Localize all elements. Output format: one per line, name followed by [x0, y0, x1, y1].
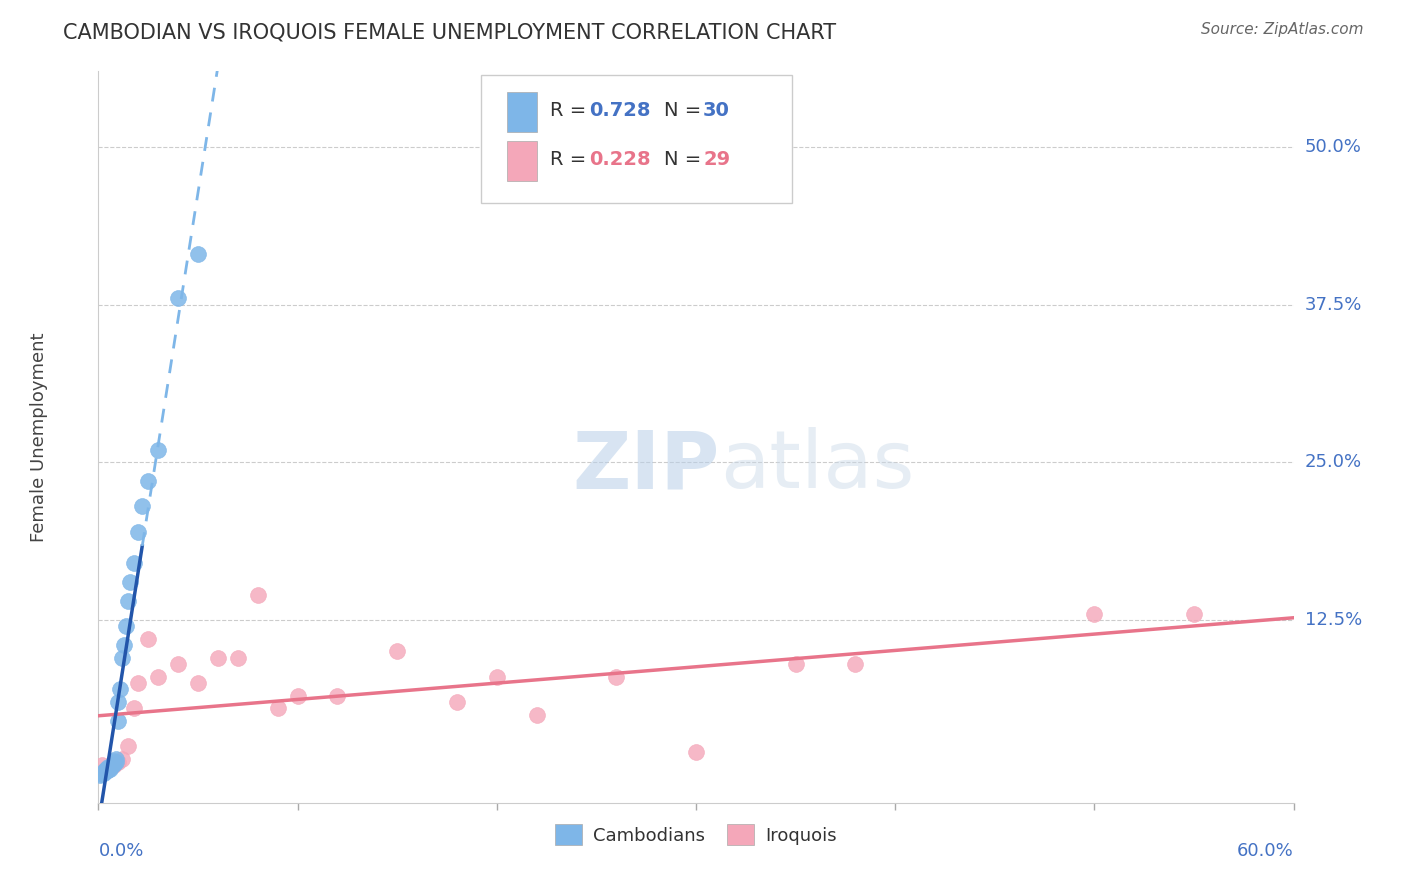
Point — [93, 765, 115, 780]
Point — [127, 524, 149, 539]
Text: N =: N = — [664, 101, 707, 120]
Point — [1182, 607, 1205, 621]
Text: 30: 30 — [703, 101, 730, 120]
Point — [105, 756, 128, 770]
Point — [226, 650, 249, 665]
Point — [326, 689, 349, 703]
Point — [385, 644, 409, 658]
Point — [96, 764, 118, 779]
Point — [98, 760, 122, 774]
Text: 37.5%: 37.5% — [1305, 295, 1362, 314]
Point — [105, 752, 128, 766]
Point — [112, 638, 135, 652]
Point — [124, 701, 146, 715]
Point — [111, 752, 134, 766]
Text: 60.0%: 60.0% — [1237, 842, 1294, 860]
Point — [136, 474, 159, 488]
Point — [1083, 607, 1105, 621]
Text: 25.0%: 25.0% — [1305, 453, 1362, 471]
Text: 0.0%: 0.0% — [98, 842, 143, 860]
Point — [131, 500, 153, 514]
Point — [148, 670, 170, 684]
Point — [246, 588, 269, 602]
Point — [97, 760, 120, 774]
Point — [107, 714, 129, 728]
Text: R =: R = — [550, 101, 593, 120]
Text: Female Unemployment: Female Unemployment — [30, 333, 48, 541]
Point — [97, 763, 120, 777]
Point — [124, 556, 146, 570]
Point — [120, 575, 142, 590]
Point — [98, 762, 122, 776]
Text: 12.5%: 12.5% — [1305, 611, 1362, 629]
Point — [844, 657, 866, 671]
Point — [207, 650, 229, 665]
Point — [127, 676, 149, 690]
Point — [136, 632, 159, 646]
Point — [605, 670, 627, 684]
Point — [93, 764, 115, 779]
Text: 0.728: 0.728 — [589, 101, 651, 120]
Point — [148, 442, 170, 457]
FancyBboxPatch shape — [481, 75, 792, 203]
Point — [103, 756, 125, 771]
Point — [101, 759, 124, 773]
Text: ZIP: ZIP — [572, 427, 720, 506]
Point — [267, 701, 290, 715]
Text: 50.0%: 50.0% — [1305, 138, 1361, 156]
Point — [117, 739, 139, 753]
Point — [785, 657, 807, 671]
Point — [96, 762, 118, 776]
Point — [117, 594, 139, 608]
Text: atlas: atlas — [720, 427, 914, 506]
Point — [103, 758, 125, 772]
Point — [91, 766, 114, 780]
Point — [287, 689, 309, 703]
Point — [167, 291, 190, 305]
Text: Source: ZipAtlas.com: Source: ZipAtlas.com — [1201, 22, 1364, 37]
Point — [110, 682, 132, 697]
Legend: Cambodians, Iroquois: Cambodians, Iroquois — [548, 817, 844, 852]
Point — [526, 707, 548, 722]
Text: CAMBODIAN VS IROQUOIS FEMALE UNEMPLOYMENT CORRELATION CHART: CAMBODIAN VS IROQUOIS FEMALE UNEMPLOYMEN… — [63, 22, 837, 42]
Text: 0.228: 0.228 — [589, 150, 651, 169]
Point — [89, 768, 111, 782]
Point — [685, 745, 707, 759]
Point — [111, 650, 134, 665]
Point — [187, 676, 209, 690]
Point — [107, 695, 129, 709]
Point — [96, 764, 118, 779]
Point — [167, 657, 190, 671]
FancyBboxPatch shape — [508, 92, 537, 132]
Point — [115, 619, 138, 633]
Point — [107, 756, 129, 770]
Point — [103, 754, 125, 768]
Text: N =: N = — [664, 150, 707, 169]
Text: 29: 29 — [703, 150, 730, 169]
Point — [446, 695, 468, 709]
Point — [101, 758, 124, 772]
Text: R =: R = — [550, 150, 593, 169]
FancyBboxPatch shape — [508, 141, 537, 181]
Point — [91, 758, 114, 772]
Point — [485, 670, 508, 684]
Point — [187, 247, 209, 261]
